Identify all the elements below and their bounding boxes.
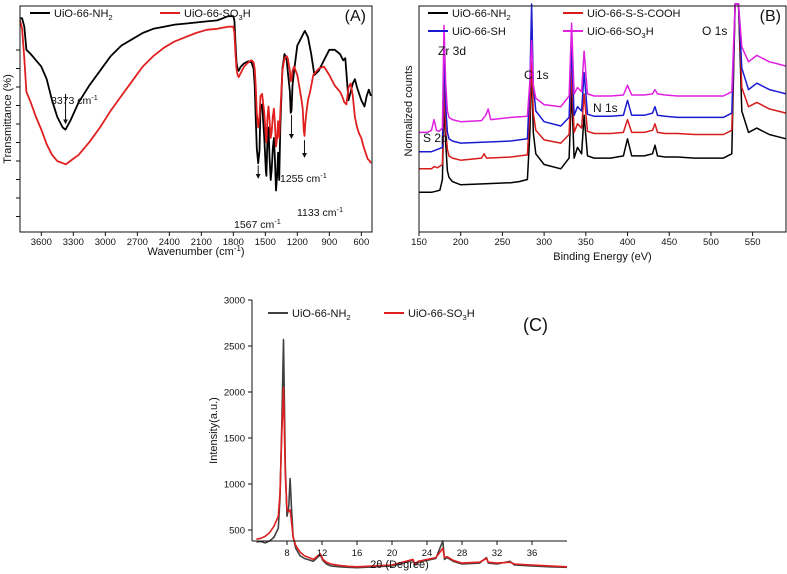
x-tick-label: 2700 [127,237,148,248]
annotation-label-superscript: -1 [274,217,281,226]
ftir-plot-frame [19,5,373,233]
y-tick-label: 1500 [224,434,245,445]
xrd-series-so3h-line [256,386,568,568]
annotation-label-superscript: -1 [337,205,344,214]
legend-label-main: UiO-66-S-S-COOH [587,8,681,20]
annotation-label: 1567 cm-1 [234,217,281,231]
x-tick-label: 200 [453,237,469,248]
x-tick-label: 550 [745,237,761,248]
annotation-label-main: 3373 cm [51,95,92,107]
x-tick-label: 2100 [191,237,212,248]
legend-label-main: UiO-66-SO [587,26,642,38]
y-tick-label: 3000 [224,296,245,307]
legend-label-tail: H [646,26,654,38]
x-axis-label: 2θ (Degree) [370,559,429,571]
y-axis-label: Transmittance (%) [2,74,14,163]
x-axis-label-main: Wavenumber (cm [147,246,233,258]
x-tick-label: 350 [578,237,594,248]
panel-a-ftir: 3600 3300 3000 2700 2400 2100 1800 1500 1200 900 6… [2,5,373,258]
x-tick-label: 3300 [63,237,84,248]
annotation-label-main: 1567 cm [234,219,275,231]
x-tick-label: 20 [387,548,398,559]
x-tick-label: 8 [284,548,289,559]
legend-label: UiO-66-SO3H [408,308,475,322]
x-tick-label: 3000 [95,237,116,248]
x-tick-label: 250 [494,237,510,248]
x-tick-label: 24 [422,548,433,559]
legend-label-main: UiO-66-SO [184,8,239,20]
legend-label-subscript: 2 [108,13,112,22]
x-axis-label-superscript: -1 [234,244,242,253]
annotation-label-superscript: -1 [91,93,98,102]
x-tick-label: 150 [411,237,427,248]
ftir-series-nh2-line [20,15,372,192]
x-tick-label: 600 [353,237,369,248]
panel-b-xps: 150 200 250 300 350 400 450 500 550 Binding Energ… [403,3,787,263]
x-tick-label: 12 [317,548,328,559]
ftir-series-so3h-line [19,20,372,166]
peak-label: N 1s [593,101,618,115]
y-tick-label: 500 [229,526,245,537]
x-tick-label: 1800 [223,237,244,248]
legend-label: UiO-66-NH2 [54,8,113,22]
x-tick-label: 1500 [255,237,276,248]
panel-label: (B) [760,8,781,25]
legend-label-main: UiO-66-SH [452,26,506,38]
annotation-label-main: 1133 cm [297,207,337,219]
panel-label: (C) [523,315,548,335]
x-tick-label: 36 [527,548,538,559]
x-tick-label: 16 [352,548,363,559]
peak-label: Zr 3d [438,44,466,58]
y-tick-label: 2000 [224,388,245,399]
x-tick-label: 3600 [31,237,52,248]
legend-label-main: UiO-66-NH [452,8,506,20]
annotation-label-main: 1255 cm [280,173,321,185]
x-tick-label: 28 [457,548,468,559]
legend-label-main: UiO-66-NH [292,308,346,320]
y-tick-label: 2500 [224,342,245,353]
legend-label-subscript: 3 [462,313,466,322]
legend-label-subscript: 2 [346,313,350,322]
legend-label-tail: H [243,8,251,20]
legend-label-tail: H [467,308,475,320]
peak-label: C 1s [524,68,549,82]
y-axis-label: Intensity(a.u.) [208,397,220,464]
annotation-label: 3373 cm-1 [51,93,98,107]
xps-plot-frame [418,5,787,233]
legend-label: UiO-66-SH [452,26,506,38]
legend-label-subscript: 3 [238,13,242,22]
legend-label: UiO-66-S-S-COOH [587,8,681,20]
x-axis-label: Wavenumber (cm-1) [147,244,244,258]
xps-series-line-3 [419,3,787,134]
peak-label: O 1s [702,24,727,38]
annotation-label: 1133 cm-1 [297,205,343,219]
x-axis-label-tail: ) [241,246,245,258]
legend-label-subscript: 3 [641,31,645,40]
x-axis-label: Binding Energy (eV) [553,251,651,263]
x-tick-label: 300 [536,237,552,248]
x-tick-label: 2400 [159,237,180,248]
legend-label: UiO-66-NH2 [452,8,511,22]
legend-label-main: UiO-66-SO [408,308,463,320]
y-tick-label: 1000 [224,480,245,491]
x-tick-label: 900 [321,237,337,248]
x-tick-label: 500 [703,237,719,248]
x-tick-label: 450 [661,237,677,248]
x-tick-label: 400 [620,237,636,248]
panel-c-xrd: 8 12 16 20 24 28 32 36500100015002000250030002θ… [208,296,568,571]
annotation-label: 1255 cm-1 [280,171,327,185]
legend-label-main: UiO-66-NH [54,8,108,20]
y-axis-label: Normalized counts [403,65,415,157]
annotation-label-superscript: -1 [320,171,327,180]
x-tick-label: 1200 [287,237,308,248]
legend-label: UiO-66-NH2 [292,308,351,322]
legend-label-subscript: 2 [506,13,510,22]
peak-label: S 2p [423,131,448,145]
legend-label: UiO-66-SO3H [587,26,654,40]
x-tick-label: 32 [492,548,503,559]
xrd-series-nh2-line [256,338,568,569]
legend-label: UiO-66-SO3H [184,8,251,22]
panel-label: (A) [345,8,366,25]
